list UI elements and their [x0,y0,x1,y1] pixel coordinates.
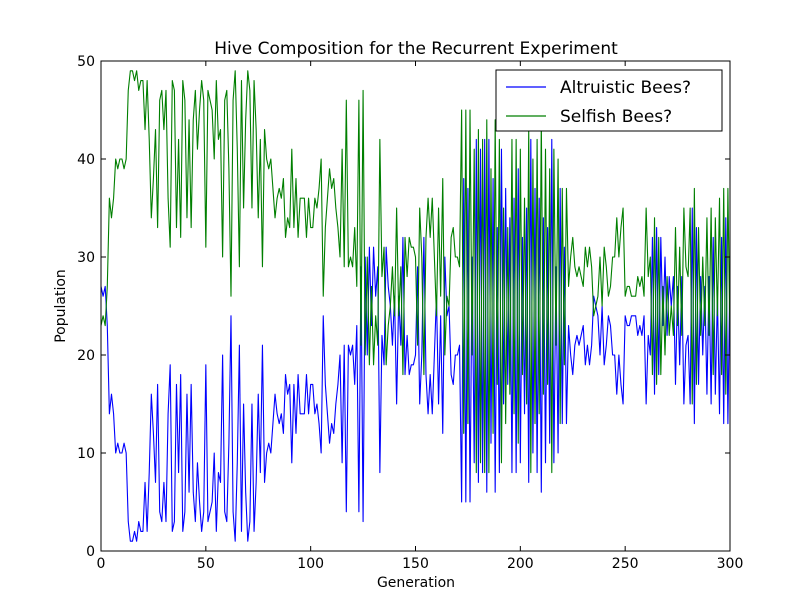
legend-label-selfish: Selfish Bees? [560,107,672,127]
series-layer [101,70,730,542]
y-axis-label: Population [53,269,69,343]
x-tick-label: 300 [717,556,744,572]
series-line-selfish [101,70,730,474]
axis-ticks: 0 50 100 150 200 250 300 0 10 20 30 40 50 [77,54,743,572]
chart-title: Hive Composition for the Recurrent Exper… [214,39,618,59]
x-tick-label: 100 [297,556,324,572]
x-tick-label: 50 [197,556,215,572]
y-tick-label: 30 [77,250,95,266]
legend: Altruistic Bees? Selfish Bees? [495,69,723,132]
y-tick-label: 20 [77,348,95,364]
y-tick-label: 50 [77,54,95,70]
series-line-altruistic [101,138,730,542]
plot-area [101,70,730,542]
y-tick-label: 40 [77,152,95,168]
legend-box [495,69,723,132]
legend-label-altruistic: Altruistic Bees? [560,78,691,98]
y-tick-label: 0 [86,544,95,560]
x-tick-label: 150 [402,556,429,572]
y-tick-label: 10 [77,446,95,462]
x-tick-label: 0 [97,556,106,572]
x-tick-label: 250 [612,556,639,572]
x-tick-label: 200 [507,556,534,572]
x-axis-label: Generation [377,575,455,591]
